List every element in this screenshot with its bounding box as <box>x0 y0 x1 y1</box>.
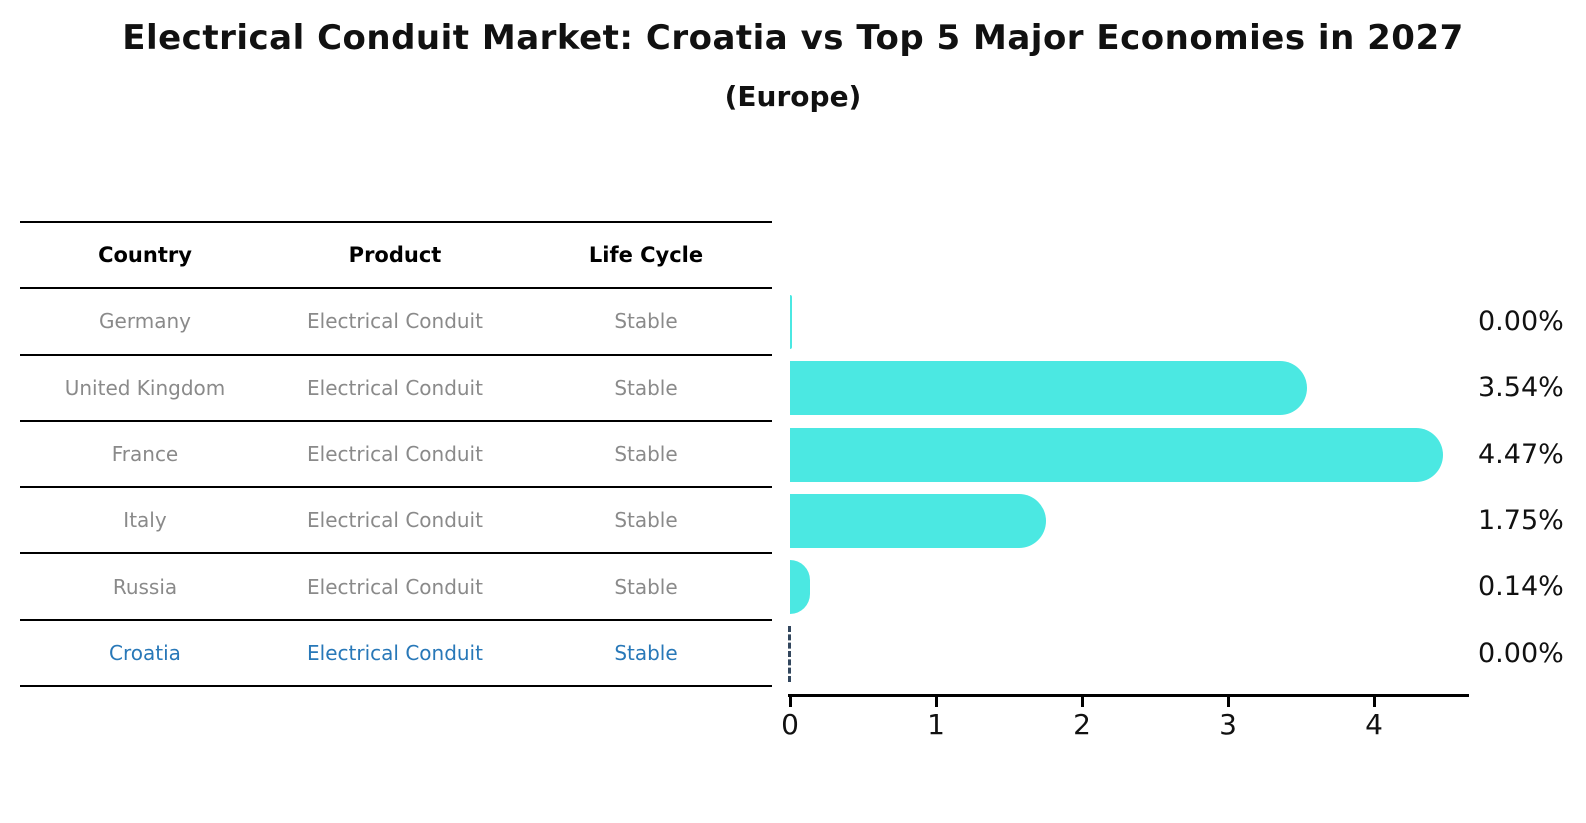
product-cell: Electrical Conduit <box>307 309 483 334</box>
country-cell: Germany <box>99 309 191 334</box>
x-tick-label-0: 0 <box>781 708 799 741</box>
country-cell: Italy <box>123 508 167 533</box>
product-cell: Electrical Conduit <box>307 442 483 467</box>
x-tick-mark-2 <box>1081 697 1084 707</box>
table-row-russia: Russia Electrical Conduit Stable <box>20 554 772 621</box>
table-header-lifecycle: Life Cycle <box>588 243 704 268</box>
lifecycle-cell: Stable <box>614 442 678 467</box>
table-row-france: France Electrical Conduit Stable <box>20 422 772 489</box>
x-tick-label-1: 1 <box>927 708 945 741</box>
table-row-germany: Germany Electrical Conduit Stable <box>20 289 772 356</box>
value-label-croatia: 0.00% <box>1478 637 1564 669</box>
value-label-italy: 1.75% <box>1478 505 1564 537</box>
value-label-russia: 0.14% <box>1478 571 1564 603</box>
x-tick-mark-4 <box>1373 697 1376 707</box>
x-tick-mark-0 <box>789 697 792 707</box>
value-label-germany: 0.00% <box>1478 306 1564 338</box>
table-row-united-kingdom: United Kingdom Electrical Conduit Stable <box>20 356 772 422</box>
value-label-france: 4.47% <box>1478 438 1564 470</box>
lifecycle-cell: Stable <box>614 309 678 334</box>
chart-subtitle: (Europe) <box>724 80 862 113</box>
bar-germany <box>790 295 792 350</box>
product-cell: Electrical Conduit <box>307 574 483 599</box>
x-tick-mark-3 <box>1227 697 1230 707</box>
bar-italy <box>790 494 1046 549</box>
product-cell: Electrical Conduit <box>307 508 483 533</box>
chart-title: Electrical Conduit Market: Croatia vs To… <box>122 18 1464 58</box>
x-tick-label-3: 3 <box>1219 708 1237 741</box>
x-axis-line <box>788 694 1469 697</box>
highlight-marker-croatia <box>788 625 791 682</box>
bar-russia <box>790 560 811 615</box>
country-table: Country Product Life Cycle Germany Electr… <box>20 221 772 688</box>
bar-france <box>790 427 1443 482</box>
lifecycle-cell: Stable <box>614 508 678 533</box>
table-header-product: Product <box>348 243 442 268</box>
bar-united-kingdom <box>790 361 1307 416</box>
table-header-row: Country Product Life Cycle <box>20 223 772 290</box>
x-tick-mark-1 <box>935 697 938 707</box>
country-cell: Croatia <box>109 640 181 665</box>
x-tick-label-2: 2 <box>1073 708 1091 741</box>
country-cell: France <box>111 442 179 467</box>
plot-area <box>788 289 1470 687</box>
value-label-united-kingdom: 3.54% <box>1478 372 1564 404</box>
lifecycle-cell: Stable <box>614 574 678 599</box>
value-labels: 0.00% 3.54% 4.47% 1.75% 0.14% 0.00% <box>1478 289 1586 687</box>
country-cell: Russia <box>112 574 178 599</box>
lifecycle-cell: Stable <box>614 375 678 400</box>
table-row-italy: Italy Electrical Conduit Stable <box>20 488 772 555</box>
table-row-croatia: Croatia Electrical Conduit Stable <box>20 621 772 688</box>
country-cell: United Kingdom <box>64 375 226 400</box>
product-cell: Electrical Conduit <box>307 375 483 400</box>
x-tick-label-4: 4 <box>1365 708 1383 741</box>
lifecycle-cell: Stable <box>614 640 678 665</box>
table-header-country: Country <box>98 243 192 268</box>
table-body: Germany Electrical Conduit Stable United Ki… <box>20 289 772 688</box>
product-cell: Electrical Conduit <box>307 640 483 665</box>
